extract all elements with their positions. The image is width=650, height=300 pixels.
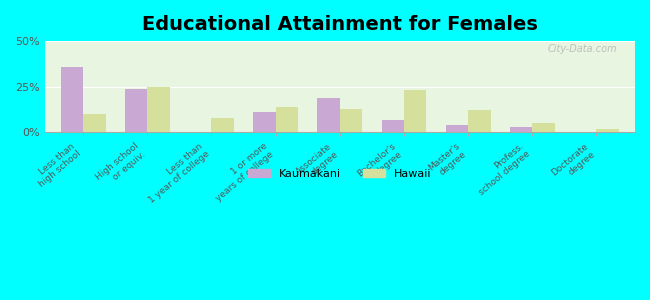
Bar bbox=[276, 107, 298, 132]
Bar bbox=[148, 87, 170, 132]
Title: Educational Attainment for Females: Educational Attainment for Females bbox=[142, 15, 538, 34]
Bar bbox=[468, 110, 491, 132]
Bar bbox=[532, 123, 555, 132]
Bar bbox=[597, 129, 619, 132]
Bar bbox=[125, 88, 148, 132]
Bar bbox=[211, 118, 234, 132]
Bar bbox=[60, 67, 83, 132]
Bar bbox=[340, 109, 362, 132]
Bar bbox=[83, 114, 105, 132]
Bar bbox=[382, 120, 404, 132]
Bar bbox=[510, 127, 532, 132]
Bar bbox=[317, 98, 340, 132]
Bar bbox=[446, 125, 468, 132]
Bar bbox=[404, 90, 426, 132]
Text: City-Data.com: City-Data.com bbox=[548, 44, 617, 54]
Bar bbox=[253, 112, 276, 132]
Legend: Kaumakani, Hawaii: Kaumakani, Hawaii bbox=[243, 164, 436, 183]
